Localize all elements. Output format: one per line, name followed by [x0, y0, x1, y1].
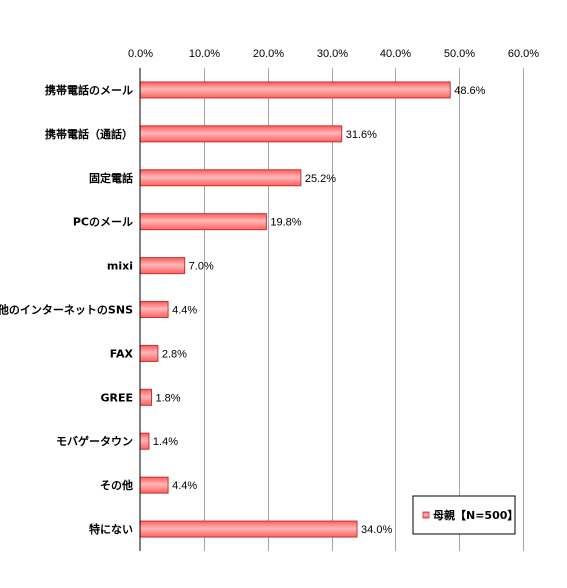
legend-box [412, 495, 516, 535]
data-label: 25.2% [305, 173, 336, 185]
bar [139, 125, 343, 143]
category-label: PCのメール [73, 216, 133, 229]
category-label: 携帯電話のメール [45, 83, 133, 97]
data-label: 1.4% [153, 436, 178, 448]
bar [139, 257, 186, 275]
category-label: その他 [100, 478, 133, 492]
bar [139, 520, 358, 538]
category-label: GREE [100, 391, 133, 404]
data-label: 19.8% [270, 217, 301, 229]
category-label: 特にない [89, 522, 133, 536]
bar [139, 344, 159, 362]
category-label: その他のインターネットのSNS [0, 303, 133, 317]
data-label: 34.0% [361, 524, 392, 536]
category-label: 固定電話 [89, 171, 133, 185]
data-label: 4.4% [172, 305, 197, 317]
data-labels: 48.6% 31.6% 25.2% 19.8% 7.0% 4.4% 2.8% 1.8% 1.4%… [153, 85, 486, 536]
category-label: モバゲータウン [56, 434, 133, 448]
legend-label: 母親【N=500】 [433, 508, 518, 522]
bar [139, 213, 267, 231]
x-tick-label: 10.0% [189, 48, 220, 60]
data-label: 1.8% [155, 392, 180, 404]
x-tick-label: 50.0% [444, 48, 475, 60]
data-label: 2.8% [162, 348, 187, 360]
data-label: 4.4% [172, 480, 197, 492]
data-label: 7.0% [189, 261, 214, 273]
x-tick-label: 30.0% [317, 48, 348, 60]
category-label: 携帯電話（通話） [45, 127, 133, 141]
legend-swatch [422, 511, 430, 519]
bar [139, 81, 451, 99]
category-label: FAX [110, 347, 134, 360]
x-tick-label: 40.0% [380, 48, 411, 60]
bar [139, 432, 150, 450]
legend: 母親【N=500】 [412, 495, 518, 535]
category-label: mixi [107, 260, 133, 273]
bar [139, 301, 169, 318]
data-label: 31.6% [346, 129, 377, 141]
data-label: 48.6% [454, 85, 485, 97]
bar [139, 476, 169, 494]
x-axis-ticks: 0.0% 10.0% 20.0% 30.0% 40.0% 50.0% 60.0% [128, 48, 539, 60]
x-tick-label: 20.0% [253, 48, 284, 60]
x-tick-label: 0.0% [128, 48, 153, 60]
grid-lines [204, 68, 524, 551]
bar [139, 388, 152, 406]
x-tick-label: 60.0% [508, 48, 539, 60]
bar [139, 169, 302, 187]
